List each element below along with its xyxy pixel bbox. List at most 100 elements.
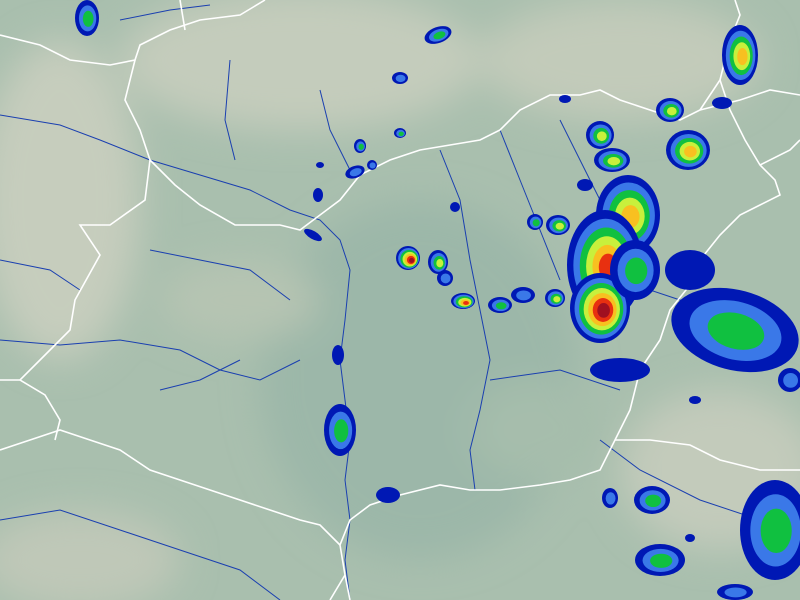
radar-cell	[546, 215, 570, 235]
radar-cell	[324, 404, 356, 456]
radar-cell	[665, 250, 715, 290]
radar-cell	[428, 250, 448, 274]
radar-intensity-level-2	[783, 373, 798, 388]
radar-cell	[635, 544, 685, 576]
river	[0, 259, 81, 291]
radar-intensity-level-5	[737, 48, 748, 66]
radar-intensity-level-4	[555, 222, 564, 230]
country-border	[19, 379, 61, 441]
radar-cell	[450, 202, 460, 212]
radar-cell	[586, 121, 614, 149]
radar-intensity-level-1	[559, 95, 571, 103]
radar-intensity-level-2	[516, 290, 531, 301]
radar-intensity-level-1	[577, 179, 593, 191]
radar-cell	[722, 25, 758, 85]
river	[119, 4, 211, 21]
radar-cell	[332, 345, 344, 365]
radar-intensity-level-3	[358, 143, 364, 150]
radar-cell	[712, 97, 732, 109]
river	[439, 149, 491, 491]
radar-intensity-level-7	[597, 303, 610, 318]
radar-intensity-level-3	[760, 508, 792, 554]
radar-intensity-level-3	[645, 494, 662, 508]
radar-intensity-level-5	[684, 145, 697, 158]
radar-intensity-level-4	[607, 157, 621, 166]
radar-cell	[376, 487, 400, 503]
radar-cell	[577, 179, 593, 191]
radar-cell	[602, 488, 618, 508]
radar-cell	[570, 273, 630, 343]
radar-intensity-level-1	[689, 396, 701, 404]
radar-echo-layer	[75, 0, 800, 600]
radar-cell	[740, 480, 800, 580]
radar-cell	[316, 162, 324, 168]
radar-intensity-level-3	[433, 31, 446, 40]
river	[559, 119, 601, 201]
radar-intensity-level-2	[440, 273, 451, 284]
radar-cell	[545, 289, 565, 307]
radar-cell	[559, 95, 571, 103]
river	[159, 359, 241, 391]
radar-intensity-level-7	[409, 257, 415, 263]
radar-intensity-level-1	[685, 534, 695, 542]
river	[319, 89, 351, 171]
radar-intensity-level-3	[398, 131, 404, 137]
radar-cell	[511, 287, 535, 303]
country-border	[329, 574, 346, 600]
radar-intensity-level-2	[395, 74, 406, 83]
country-border	[615, 439, 800, 471]
radar-cell	[671, 287, 799, 373]
country-border	[0, 59, 151, 381]
radar-cell	[304, 228, 322, 242]
radar-cell	[424, 26, 452, 44]
radar-cell	[594, 148, 630, 172]
radar-intensity-level-2	[349, 168, 362, 177]
river	[0, 339, 301, 381]
river	[0, 114, 351, 600]
radar-cell	[437, 270, 453, 286]
country-border	[0, 429, 341, 546]
country-border	[0, 0, 266, 66]
river	[0, 509, 281, 600]
rivers-layer	[0, 4, 761, 600]
radar-intensity-level-1	[450, 202, 460, 212]
radar-intensity-level-1	[304, 228, 322, 242]
radar-intensity-level-3	[495, 302, 507, 310]
radar-cell	[367, 160, 377, 170]
radar-cell	[396, 246, 420, 270]
radar-cell	[689, 396, 701, 404]
radar-intensity-level-1	[313, 188, 323, 202]
radar-cell	[590, 358, 650, 382]
radar-cell	[666, 130, 710, 170]
radar-cell	[451, 293, 475, 309]
river	[224, 59, 236, 161]
radar-intensity-level-6	[463, 301, 469, 305]
radar-intensity-level-2	[724, 587, 747, 598]
radar-cell	[656, 98, 684, 122]
radar-intensity-level-4	[666, 107, 677, 116]
river	[499, 129, 561, 281]
radar-intensity-level-3	[334, 419, 349, 443]
radar-cell	[313, 188, 323, 202]
radar-cell	[345, 165, 365, 179]
radar-cell	[778, 368, 800, 392]
country-border	[149, 0, 741, 231]
radar-intensity-level-3	[532, 219, 540, 227]
radar-cell	[392, 72, 408, 84]
river	[489, 369, 621, 391]
radar-intensity-level-2	[605, 492, 616, 505]
radar-cell	[685, 534, 695, 542]
radar-intensity-level-3	[625, 257, 648, 285]
radar-cell	[634, 486, 670, 514]
radar-intensity-level-3	[82, 10, 94, 27]
radar-intensity-level-2	[369, 162, 376, 169]
radar-cell	[354, 139, 366, 153]
radar-intensity-level-3	[650, 553, 673, 568]
radar-cell	[527, 214, 543, 230]
radar-intensity-level-4	[553, 296, 561, 303]
country-border	[179, 0, 186, 31]
radar-intensity-level-1	[316, 162, 324, 168]
radar-intensity-level-1	[376, 487, 400, 503]
